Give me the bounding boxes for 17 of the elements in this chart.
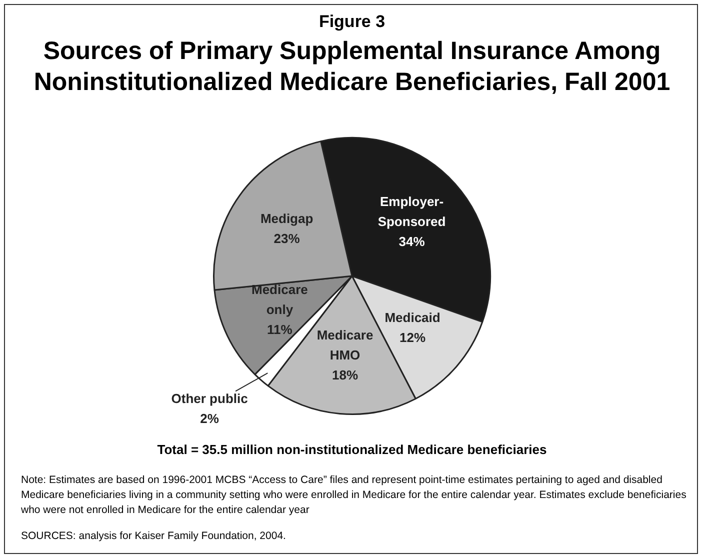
data-label: 11% — [267, 322, 293, 338]
data-label: 12% — [400, 330, 426, 346]
data-label: 2% — [200, 410, 220, 426]
slice-label: Medigap — [260, 210, 314, 226]
slice-label: Medicare only — [252, 282, 308, 318]
slice-label: Other public — [171, 390, 248, 406]
slice-label: Employer-Sponsored — [378, 194, 446, 230]
source-note: SOURCES: analysis for Kaiser Family Foundation, 2004. — [21, 530, 287, 542]
chart-title: Figure 3 — [318, 12, 386, 32]
data-label: 23% — [274, 230, 300, 246]
data-label: 18% — [332, 367, 358, 382]
text: Note: Estimates are based on 1996-2001 MCBS “Access to Care” files and represent point-time estimates pertaining to aged and disabled Medicare beneficiaries living in a community setting who were enrolled in Medicare for the entire calendar year. Estimates exclude beneficiaries who were not enrolled in Medicare for the entire calendar year — [21, 473, 688, 518]
slice-label: Medicare HMO — [316, 327, 374, 362]
chart-subtitle: Sources of Primary Supplemental Insurance Among Noninstitutionalized Medicare Beneficiaries, Fall 2001 — [32, 36, 672, 98]
data-label: 34% — [398, 234, 426, 250]
text: Total = 35.5 million non-institutionalized Medicare beneficiaries — [156, 442, 548, 457]
slice-label: Medicaid — [384, 310, 440, 326]
